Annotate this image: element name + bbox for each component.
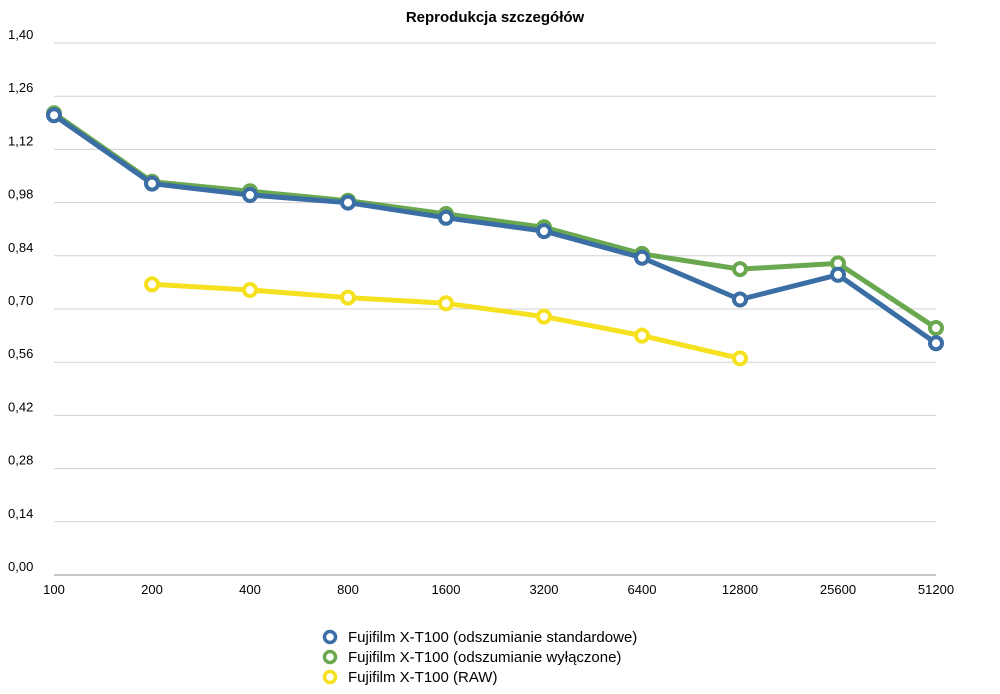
y-tick-label: 1,12 [8,133,33,148]
legend-label: Fujifilm X-T100 (RAW) [348,669,497,686]
legend: Fujifilm X-T100 (odszumianie standardowe… [322,629,637,686]
data-point [928,335,944,352]
data-point [634,327,650,344]
series-1 [46,105,944,336]
x-tick-label: 12800 [722,582,758,597]
y-tick-label: 0,56 [8,346,33,361]
y-tick-label: 1,40 [8,27,33,42]
series-line [51,112,939,346]
y-tick-label: 0,70 [8,293,33,308]
data-point [242,187,258,203]
x-tick-label: 1600 [432,582,461,597]
legend-marker [322,669,338,685]
legend-marker [322,629,338,645]
data-point [46,107,62,124]
data-point [732,261,748,278]
x-tick-label: 200 [141,582,163,597]
series-0 [46,107,944,352]
x-tick-label: 6400 [628,582,657,597]
data-point [536,223,552,240]
x-tick-label: 800 [337,582,359,597]
data-point [340,289,356,306]
series-lines [46,105,944,367]
data-point [144,276,160,293]
data-point [830,266,846,283]
data-point [732,291,748,308]
legend-label: Fujifilm X-T100 (odszumianie wyłączone) [348,649,621,666]
series-line [51,110,939,331]
y-tick-label: 0,28 [8,453,33,468]
y-axis-ticks: 0,00 0,14 0,28 0,42 0,56 0,70 0,84 0,98 1,12 1,26… [8,27,33,574]
x-tick-label: 25600 [820,582,856,597]
y-tick-label: 0,42 [8,399,33,414]
y-tick-label: 0,00 [8,559,33,574]
y-tick-label: 1,26 [8,80,33,95]
x-tick-label: 100 [43,582,65,597]
y-tick-label: 0,84 [8,240,33,255]
data-point [340,194,356,211]
x-axis-ticks: 100 200 400 800 1600 3200 6400 12800 25600 51200 [43,582,954,597]
data-point [144,175,160,192]
data-point [242,282,258,298]
data-point [536,308,552,325]
y-tick-label: 0,98 [8,187,33,202]
data-point [732,350,748,367]
x-tick-label: 51200 [918,582,954,597]
chart-title: Reprodukcja szczegółów [406,9,585,26]
data-point [438,295,454,312]
x-tick-label: 3200 [530,582,559,597]
legend-marker [322,649,338,665]
data-point [634,249,650,266]
data-point [438,209,454,226]
series-2 [144,276,748,367]
legend-label: Fujifilm X-T100 (odszumianie standardowe… [348,629,637,646]
data-point [928,320,944,336]
x-tick-label: 400 [239,582,261,597]
y-tick-label: 0,14 [8,506,33,521]
